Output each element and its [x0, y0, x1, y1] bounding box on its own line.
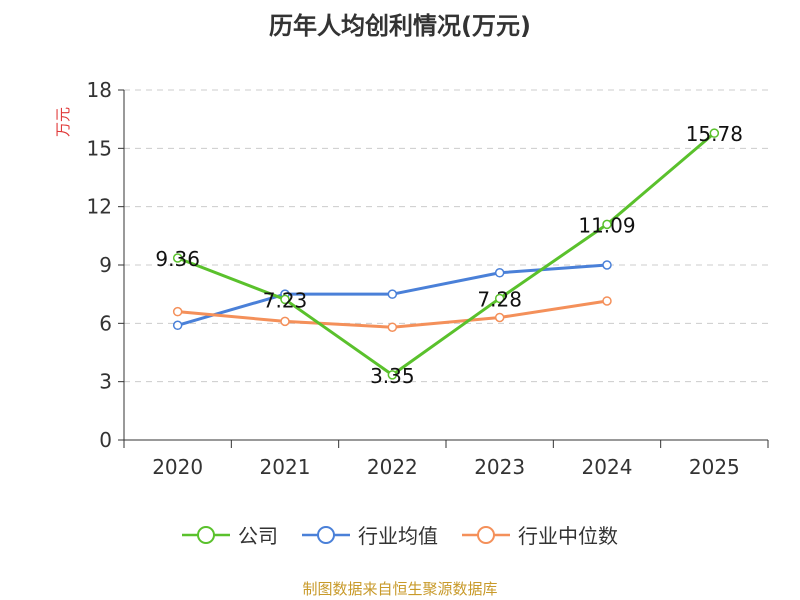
legend-marker — [477, 525, 495, 544]
data-point — [494, 293, 505, 304]
data-point — [172, 253, 183, 263]
y-tick-label: 3 — [99, 370, 112, 394]
y-tick-label: 9 — [99, 253, 112, 277]
data-point — [172, 320, 183, 331]
data-label: 15.78 — [686, 122, 743, 146]
y-axis-label: 万元 — [54, 107, 72, 137]
data-point — [602, 219, 612, 230]
y-tick-label: 6 — [99, 311, 112, 335]
legend: 公司 行业均值 行业中位数 — [0, 520, 800, 549]
legend-label: 行业均值 — [358, 524, 438, 548]
legend-marker — [317, 525, 335, 544]
data-point — [494, 312, 505, 323]
data-label: 9.36 — [155, 247, 200, 271]
legend-label: 行业中位数 — [518, 524, 618, 548]
legend-label: 公司 — [238, 524, 278, 548]
legend-marker — [197, 525, 215, 544]
data-point — [172, 306, 183, 317]
data-label: 11.09 — [578, 213, 635, 237]
chart-title: 历年人均创利情况(万元) — [269, 12, 531, 40]
y-tick-label: 18 — [87, 78, 112, 102]
legend-item[interactable]: 行业中位数 — [462, 520, 618, 549]
x-tick-label: 2022 — [367, 455, 418, 479]
x-tick-label: 2025 — [689, 455, 740, 479]
y-tick-label: 12 — [87, 195, 112, 219]
data-point — [387, 322, 398, 332]
series-line-0 — [177, 132, 716, 377]
y-tick-label: 0 — [99, 428, 112, 452]
legend-swatch — [462, 525, 510, 544]
legend-swatch — [182, 525, 230, 544]
data-point — [709, 128, 720, 138]
y-tick-label: 15 — [87, 136, 112, 160]
data-label: 3.35 — [370, 364, 415, 388]
x-tick-label: 2024 — [582, 455, 633, 479]
data-point — [602, 260, 612, 270]
data-label: 7.28 — [477, 287, 522, 311]
legend-item[interactable]: 公司 — [182, 520, 278, 549]
legend-swatch — [302, 525, 350, 544]
data-point — [387, 370, 398, 380]
legend-item[interactable]: 行业均值 — [302, 520, 438, 549]
data-point — [494, 268, 505, 278]
x-tick-label: 2020 — [152, 455, 203, 479]
data-point — [602, 296, 612, 306]
x-tick-label: 2023 — [474, 455, 525, 479]
data-label: 7.23 — [263, 288, 308, 312]
x-tick-label: 2021 — [260, 455, 311, 479]
data-point — [280, 316, 290, 327]
source-note: 制图数据来自恒生聚源数据库 — [302, 580, 498, 598]
data-point — [387, 289, 398, 299]
data-point — [280, 294, 290, 305]
